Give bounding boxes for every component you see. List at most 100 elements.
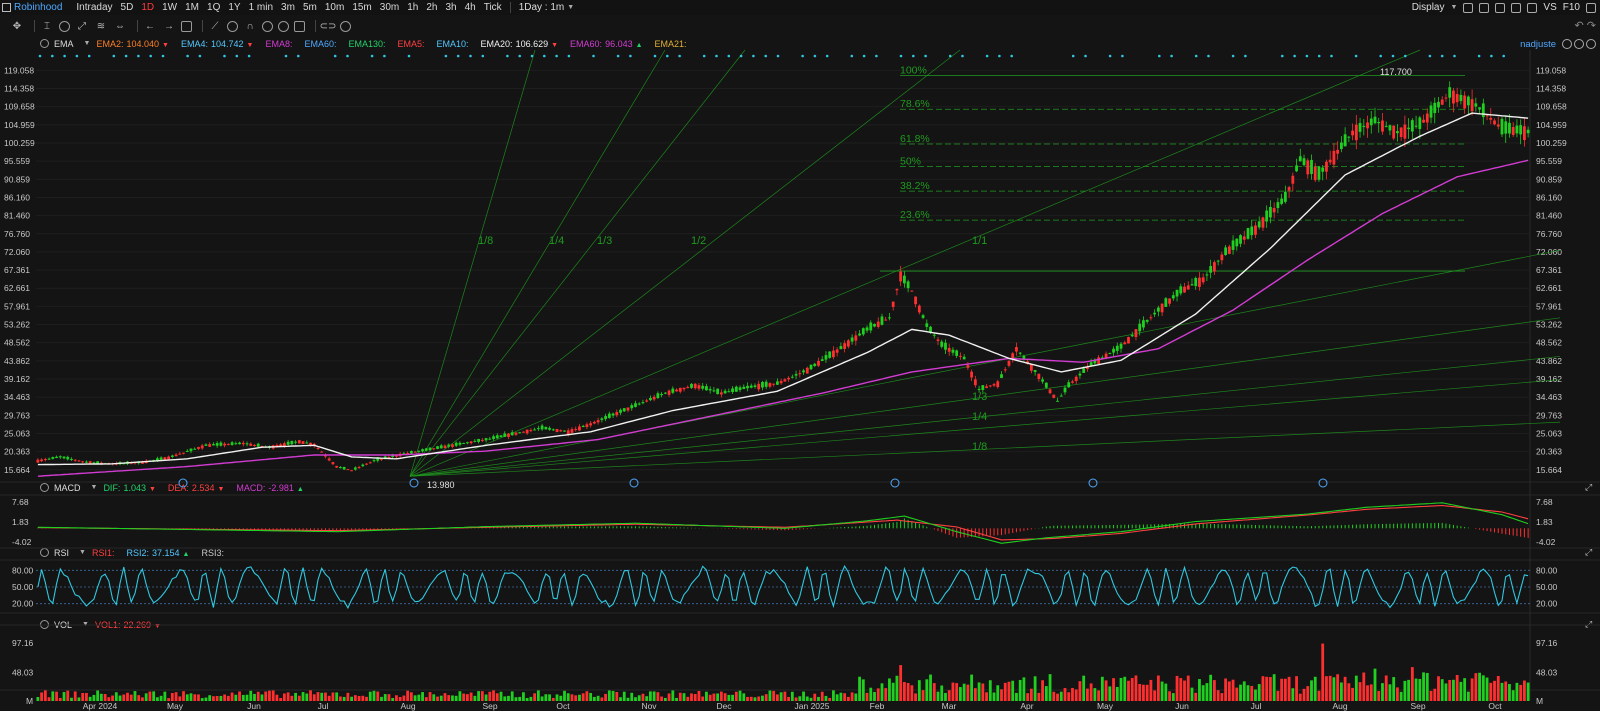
volume-bar: [170, 693, 174, 701]
window-layout-icon[interactable]: [1479, 2, 1490, 13]
volume-bar: [1444, 683, 1448, 701]
volume-bar: [1377, 691, 1381, 701]
settings-icon[interactable]: [1463, 2, 1474, 13]
macd-legend-item[interactable]: DIF: 1.043 ▼: [103, 483, 155, 493]
hide-icon[interactable]: [278, 20, 289, 32]
timeframe-3m[interactable]: 3m: [281, 2, 295, 13]
timeframe-10m[interactable]: 10m: [324, 2, 345, 13]
vol-legend-item[interactable]: VOL1: 22.269 ▼: [95, 620, 161, 630]
timeframe-2h[interactable]: 2h: [426, 2, 438, 13]
chevron-down-icon[interactable]: ▼: [83, 40, 91, 47]
chevron-down-icon[interactable]: ▼: [82, 621, 89, 628]
ema-legend-item[interactable]: EMA60:: [304, 39, 336, 49]
more-icon[interactable]: [1527, 2, 1538, 13]
indicator-icon[interactable]: ≋: [96, 20, 106, 32]
volume-bar: [316, 692, 320, 701]
expand-icon[interactable]: ⤢: [1585, 547, 1593, 557]
comment-icon[interactable]: [181, 20, 192, 32]
window-icon[interactable]: [2, 3, 11, 12]
ema-legend-item[interactable]: EMA21:: [655, 39, 687, 49]
macd-legend-item[interactable]: DEA: 2.534 ▼: [168, 483, 224, 493]
timeframe-15m[interactable]: 15m: [352, 2, 372, 13]
pencil-icon[interactable]: [1511, 2, 1522, 13]
ema-legend-item[interactable]: EMA60: 96.043 ▲: [570, 39, 642, 49]
candle-body: [122, 463, 126, 465]
magnet-icon[interactable]: ∩: [246, 20, 254, 32]
layout-icon[interactable]: ⇔: [115, 20, 125, 32]
ema-indicator-name[interactable]: EMA: [54, 38, 74, 49]
timeframe-1q[interactable]: 1Q: [207, 2, 221, 13]
volume-bar: [178, 696, 182, 701]
ema-legend-item[interactable]: EMA130:: [348, 39, 385, 49]
chevron-down-icon[interactable]: ▼: [90, 484, 98, 491]
move-icon[interactable]: ✥: [12, 20, 22, 32]
timeframe-5m[interactable]: 5m: [302, 2, 317, 13]
undo-redo-icons[interactable]: ↶ ↷: [1574, 20, 1597, 32]
expand-icon[interactable]: ⤢: [1585, 482, 1593, 492]
macd-y-tick: 1.83: [12, 517, 29, 527]
signal-dot: [1084, 54, 1087, 58]
ema-legend-item[interactable]: EMA2: 104.040 ▼: [96, 39, 169, 49]
rsi-legend-item[interactable]: RSI2: 37.154 ▲: [126, 548, 189, 558]
chevron-down-icon[interactable]: ▼: [1450, 4, 1458, 11]
timeframe-tick[interactable]: Tick: [483, 2, 502, 13]
display-button[interactable]: Display: [1411, 2, 1445, 13]
interval-select[interactable]: 1Day : 1m: [518, 2, 565, 13]
timeframe-30m[interactable]: 30m: [379, 2, 400, 13]
timeframe-5d[interactable]: 5D: [120, 2, 134, 13]
candle-body: [129, 462, 133, 464]
expand-icon[interactable]: ⤢: [1585, 619, 1593, 629]
link-icon[interactable]: ⊂⊃: [319, 20, 337, 32]
panel-toggle-icon[interactable]: [1586, 2, 1596, 13]
rsi-indicator-name[interactable]: RSI: [54, 547, 70, 558]
vol-legend: VOL ▼ VOL1: 22.269 ▼: [40, 618, 173, 631]
gear-icon[interactable]: [40, 548, 49, 557]
volume-bar: [92, 694, 96, 701]
timeframe-4h[interactable]: 4h: [464, 2, 476, 13]
ema-legend-item[interactable]: EMA10:: [437, 39, 469, 49]
line-tool-icon[interactable]: ⟋: [211, 20, 219, 32]
rsi-legend-item[interactable]: RSI3:: [201, 548, 224, 558]
timeframe-1d[interactable]: 1D: [141, 2, 155, 13]
forward-icon[interactable]: →: [164, 20, 174, 32]
ema-legend-item[interactable]: EMA4: 104.742 ▼: [181, 39, 254, 49]
timeframe-1m[interactable]: 1M: [185, 2, 200, 13]
app-title[interactable]: Robinhood: [14, 2, 63, 13]
ema-legend-item[interactable]: EMA5:: [398, 39, 425, 49]
timeframe-1y[interactable]: 1Y: [228, 2, 241, 13]
timeframe-1-min[interactable]: 1 min: [248, 2, 274, 13]
back-icon[interactable]: ←: [145, 20, 155, 32]
candle-body: [701, 385, 705, 389]
vol-indicator-name[interactable]: VOL: [54, 619, 73, 630]
account-name[interactable]: nadjuste: [1520, 39, 1556, 50]
settings-icon[interactable]: [1562, 39, 1572, 49]
timeframe-1w[interactable]: 1W: [162, 2, 178, 13]
chevron-down-icon[interactable]: ▼: [79, 549, 86, 556]
macd-legend-item[interactable]: MACD: -2.981 ▲: [236, 483, 303, 493]
f10-button[interactable]: F10: [1562, 2, 1580, 13]
camera-icon[interactable]: [1495, 2, 1506, 13]
ema-legend-item[interactable]: EMA20: 106.629 ▼: [481, 39, 559, 49]
ema-legend-item[interactable]: EMA8:: [265, 39, 292, 49]
close-icon[interactable]: [1586, 39, 1596, 49]
minimize-icon[interactable]: [1574, 39, 1584, 49]
macd-indicator-name[interactable]: MACD: [54, 482, 81, 493]
target-icon[interactable]: [227, 20, 238, 32]
crosshair-icon[interactable]: [59, 20, 70, 32]
lock-icon[interactable]: [262, 20, 273, 32]
timeframe-3h[interactable]: 3h: [445, 2, 457, 13]
trend-line-icon[interactable]: ⤢: [78, 20, 86, 32]
gear-icon[interactable]: [40, 39, 49, 48]
y-tick-label: 90.859: [1536, 174, 1562, 184]
gear-icon[interactable]: [340, 20, 351, 32]
chevron-down-icon[interactable]: ▼: [567, 4, 575, 11]
rsi-legend-item[interactable]: RSI1:: [92, 548, 115, 558]
gear-icon[interactable]: [40, 620, 49, 629]
trash-icon[interactable]: [294, 20, 305, 32]
gear-icon[interactable]: [40, 483, 49, 492]
cursor-icon[interactable]: ⌶: [44, 20, 50, 32]
timeframe-1h[interactable]: 1h: [407, 2, 419, 13]
timeframe-intraday[interactable]: Intraday: [76, 2, 113, 13]
vs-button[interactable]: VS: [1543, 2, 1557, 13]
